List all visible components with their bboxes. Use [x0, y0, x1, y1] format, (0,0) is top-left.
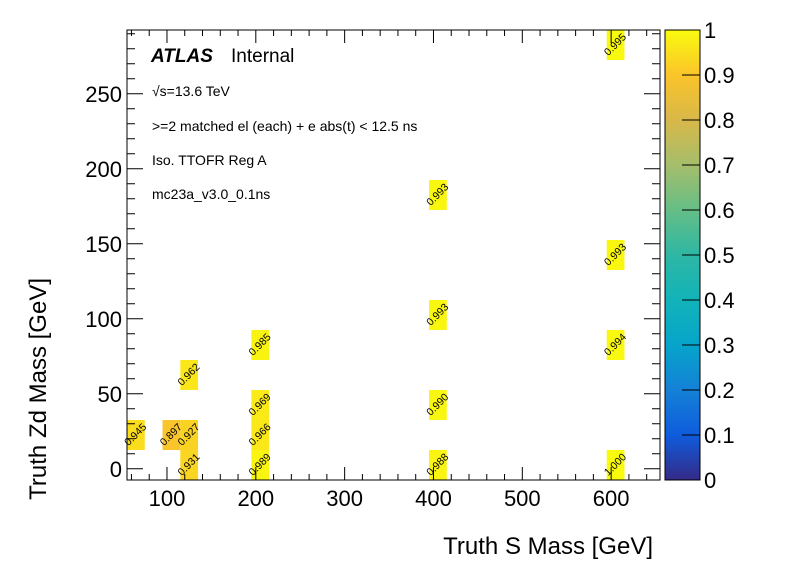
- heatmap-cell: [180, 360, 199, 390]
- colorbar-tick-label: 0.8: [704, 108, 735, 133]
- x-tick-label: 400: [415, 486, 452, 511]
- atlas-label: ATLAS Internal: [150, 46, 294, 67]
- heatmap-cell: [180, 420, 199, 450]
- x-tick-label: 300: [326, 486, 363, 511]
- atlas-status-text: Internal: [231, 46, 294, 67]
- region-label: Iso. TTOFR Reg A: [152, 152, 267, 168]
- atlas-label-text: ATLAS: [150, 46, 213, 67]
- plot-frame: [126, 29, 661, 481]
- heatmap-cell: [251, 330, 270, 360]
- heatmap-cell: [162, 420, 181, 450]
- y-tick-label: 150: [85, 232, 122, 257]
- selection-label: >=2 matched el (each) + e abs(t) < 12.5 …: [152, 118, 417, 134]
- heatmap-cell: [606, 330, 625, 360]
- colorbar-ticks: [664, 29, 701, 481]
- y-axis-tick-labels: 0 50 100 150 200 250: [85, 82, 122, 482]
- heatmap-cell: [429, 180, 447, 210]
- x-tick-label: 200: [237, 486, 274, 511]
- y-tick-label: 0: [110, 457, 122, 482]
- y-tick-label: 50: [98, 382, 122, 407]
- x-axis-title: Truth S Mass [GeV]: [443, 533, 653, 560]
- heatmap-cell: [606, 240, 625, 270]
- heatmap-cell: [429, 300, 447, 330]
- colorbar-tick-label: 0.2: [704, 378, 735, 403]
- colorbar-frame: [664, 29, 701, 481]
- heatmap-cell: [251, 420, 270, 450]
- x-tick-label: 500: [504, 486, 541, 511]
- x-tick-label: 600: [593, 486, 630, 511]
- y-tick-label: 200: [85, 157, 122, 182]
- x-axis-tick-labels: 100 200 300 400 500 600: [149, 486, 630, 511]
- y-tick-label: 100: [85, 307, 122, 332]
- colorbar-tick-label: 1: [704, 18, 716, 43]
- x-axis-ticks: [130, 30, 648, 480]
- y-axis-ticks: [127, 33, 660, 470]
- colorbar-tick-label: 0.7: [704, 153, 735, 178]
- colorbar-tick-label: 0.9: [704, 63, 735, 88]
- x-tick-label: 100: [149, 486, 186, 511]
- colorbar-tick-label: 0.3: [704, 333, 735, 358]
- energy-label: √s=13.6 TeV: [152, 83, 231, 99]
- colorbar-tick-label: 0.6: [704, 198, 735, 223]
- heatmap-cell: [127, 420, 145, 450]
- colorbar-tick-label: 0.4: [704, 288, 735, 313]
- heatmap-cell: [251, 390, 270, 420]
- colorbar-tick-label: 0.1: [704, 423, 735, 448]
- colorbar-tick-labels: 0 0.1 0.2 0.3 0.4 0.5 0.6 0.7 0.8 0.9 1: [704, 18, 735, 493]
- y-axis-title: Truth Zd Mass [GeV]: [25, 278, 52, 500]
- y-tick-label: 250: [85, 82, 122, 107]
- sample-label: mc23a_v3.0_0.1ns: [152, 186, 270, 202]
- colorbar-tick-label: 0: [704, 468, 716, 493]
- heatmap-cell: [180, 450, 199, 480]
- colorbar-tick-label: 0.5: [704, 243, 735, 268]
- heatmap-cell: [429, 390, 447, 420]
